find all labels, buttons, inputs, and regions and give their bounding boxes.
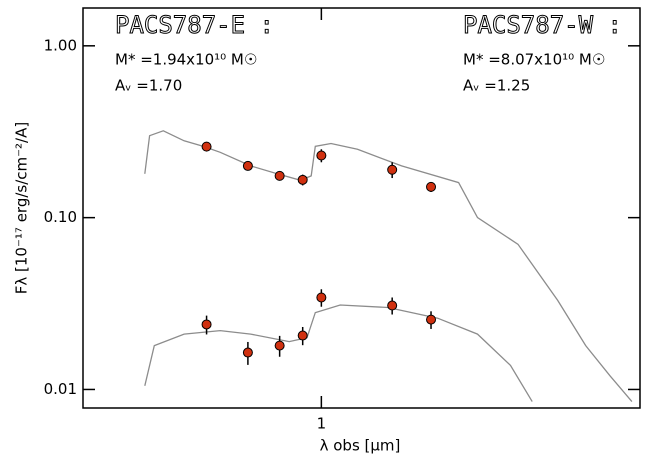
photometry-point [316, 150, 327, 161]
y-tick-label: 0.10 [44, 208, 77, 226]
photometry-point [426, 314, 437, 325]
photometry-point [387, 300, 398, 311]
photometry-point [242, 347, 253, 358]
annotation: Aᵥ =1.70 [115, 77, 182, 95]
photometry-point [297, 330, 308, 341]
y-tick-label: 0.01 [44, 380, 77, 398]
annotation: M* =1.94x10¹⁰ M☉ [115, 51, 257, 69]
x-tick-label: 1 [317, 415, 327, 433]
annotation: PACS787-W : [463, 11, 622, 39]
photometry-point [201, 141, 212, 152]
annotation: Aᵥ =1.25 [463, 77, 530, 95]
plot-frame [82, 7, 641, 409]
photometry-point [426, 181, 437, 192]
annotation: PACS787-E : [115, 11, 274, 39]
x-axis-label: λ obs [μm] [320, 437, 401, 455]
photometry-point [297, 174, 308, 185]
photometry-point [316, 292, 327, 303]
model-spectrum [144, 130, 633, 403]
photometry-point [242, 160, 253, 171]
photometry-point [274, 340, 285, 351]
photometry-point [201, 319, 212, 330]
photometry-point [387, 164, 398, 175]
model-spectrum [144, 304, 533, 402]
annotation: M* =8.07x10¹⁰ M☉ [463, 51, 605, 69]
photometry-point [274, 170, 285, 181]
y-tick-label: 1.00 [44, 36, 77, 54]
y-axis-label: Fλ [10⁻¹⁷ erg/s/cm⁻²/A] [13, 122, 31, 294]
